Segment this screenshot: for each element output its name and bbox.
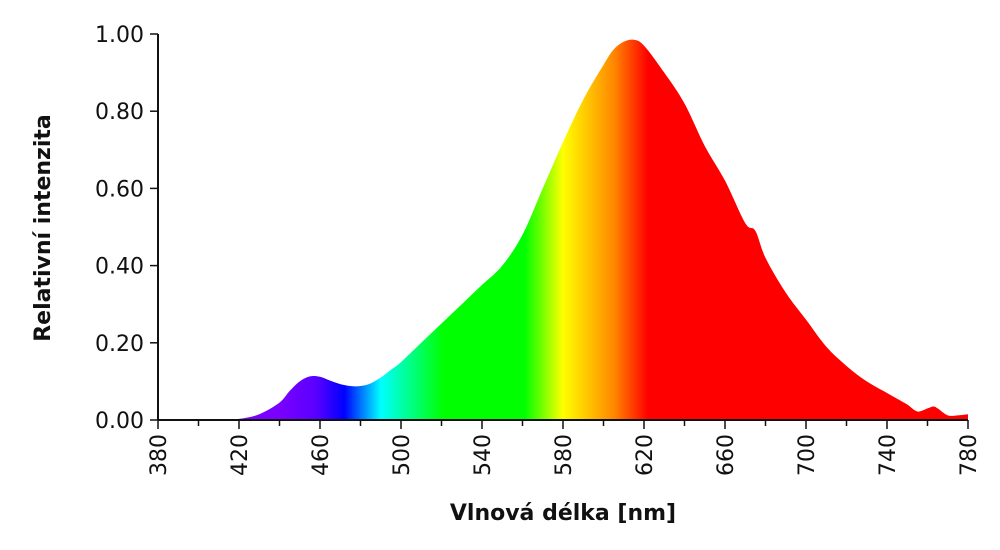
x-tick-label: 540	[471, 434, 496, 476]
y-tick-label: 0.20	[95, 332, 144, 357]
y-tick-label: 1.00	[95, 23, 144, 48]
y-axis-ticks: 0.00 0.20 0.40 0.60 0.80 1.00	[95, 23, 158, 434]
x-tick-label: 780	[957, 434, 982, 476]
spectrum-area	[158, 39, 968, 420]
x-tick-label: 460	[309, 434, 334, 476]
y-tick-label: 0.40	[95, 255, 144, 280]
x-tick-label: 420	[228, 434, 253, 476]
x-tick-label: 740	[876, 434, 901, 476]
x-axis-ticks: 380 420 460 500 540 580 620 660 700 740 780	[147, 420, 982, 476]
x-tick-label: 700	[795, 434, 820, 476]
x-tick-label: 620	[633, 434, 658, 476]
x-tick-label: 580	[552, 434, 577, 476]
y-tick-label: 0.80	[95, 100, 144, 125]
x-axis-title: Vlnová délka [nm]	[450, 501, 676, 526]
x-tick-label: 660	[714, 434, 739, 476]
x-tick-label: 500	[390, 434, 415, 476]
x-tick-label: 380	[147, 434, 172, 476]
y-tick-label: 0.00	[95, 409, 144, 434]
plot-area	[158, 39, 968, 420]
y-tick-label: 0.60	[95, 177, 144, 202]
y-axis-title: Relativní intenzita	[31, 114, 56, 342]
